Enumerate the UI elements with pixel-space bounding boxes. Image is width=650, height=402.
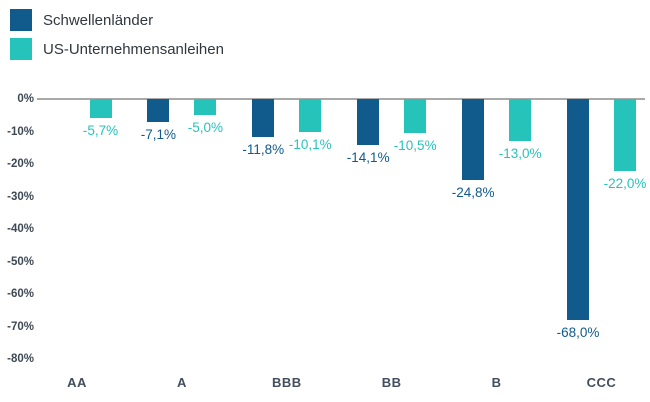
y-tick--40-: -40% xyxy=(7,223,34,235)
chart-legend: Schwellenländer US-Unternehmensanleihen xyxy=(10,9,224,67)
x-label-aa: AA xyxy=(67,375,87,390)
value-label-us-unternehmensanleihen-ccc: -22,0% xyxy=(603,175,647,191)
bar-schwellenl-nder-bb xyxy=(357,99,380,145)
y-tick--20-: -20% xyxy=(7,158,34,170)
bar-us-unternehmensanleihen-a xyxy=(194,99,217,116)
y-tick--30-: -30% xyxy=(7,190,34,203)
value-label-us-unternehmensanleihen-b: -13,0% xyxy=(498,146,542,162)
bar-us-unternehmensanleihen-b xyxy=(509,99,532,142)
y-tick--60-: -60% xyxy=(7,288,34,300)
value-label-schwellenl-nder-bb: -14,1% xyxy=(346,149,390,165)
bar-us-unternehmensanleihen-aa xyxy=(89,99,112,118)
y-tick--80-: -80% xyxy=(7,353,34,365)
bar-schwellenl-nder-a xyxy=(147,99,170,123)
legend-item-schwellenlaender: Schwellenländer xyxy=(10,9,224,31)
zero-axis-line xyxy=(37,98,645,100)
x-label-bbb: BBB xyxy=(271,375,302,390)
x-label-bb: BB xyxy=(381,375,402,390)
bar-schwellenl-nder-b xyxy=(462,99,485,180)
value-label-us-unternehmensanleihen-a: -5,0% xyxy=(187,120,224,136)
bar-schwellenl-nder-ccc xyxy=(567,99,589,320)
y-tick--70-: -70% xyxy=(7,320,34,333)
value-label-us-unternehmensanleihen-bb: -10,5% xyxy=(393,138,437,154)
legend-label-schwellenlaender: Schwellenländer xyxy=(43,11,154,29)
x-label-a: A xyxy=(176,375,187,390)
y-tick--10-: -10% xyxy=(7,125,34,138)
value-label-schwellenl-nder-a: -7,1% xyxy=(140,127,177,143)
legend-label-us-unternehmensanleihen: US-Unternehmensanleihen xyxy=(43,40,224,58)
value-label-us-unternehmensanleihen-aa: -5,7% xyxy=(82,122,119,138)
value-label-schwellenl-nder-b: -24,8% xyxy=(451,184,495,200)
x-label-b: B xyxy=(491,375,502,390)
value-label-us-unternehmensanleihen-bbb: -10,1% xyxy=(288,136,332,152)
x-label-ccc: CCC xyxy=(586,375,617,390)
y-tick--50-: -50% xyxy=(7,255,34,268)
bar-us-unternehmensanleihen-bb xyxy=(404,99,427,134)
bar-us-unternehmensanleihen-bbb xyxy=(299,99,322,132)
legend-swatch-schwellenlaender xyxy=(10,9,32,31)
value-label-schwellenl-nder-bbb: -11,8% xyxy=(242,142,285,158)
y-tick-0-: 0% xyxy=(17,93,34,105)
legend-swatch-us-unternehmensanleihen xyxy=(10,38,32,60)
bar-schwellenl-nder-bbb xyxy=(252,99,275,138)
bar-us-unternehmensanleihen-ccc xyxy=(614,99,636,171)
legend-item-us-unternehmensanleihen: US-Unternehmensanleihen xyxy=(10,38,224,60)
value-label-schwellenl-nder-ccc: -68,0% xyxy=(556,325,600,340)
